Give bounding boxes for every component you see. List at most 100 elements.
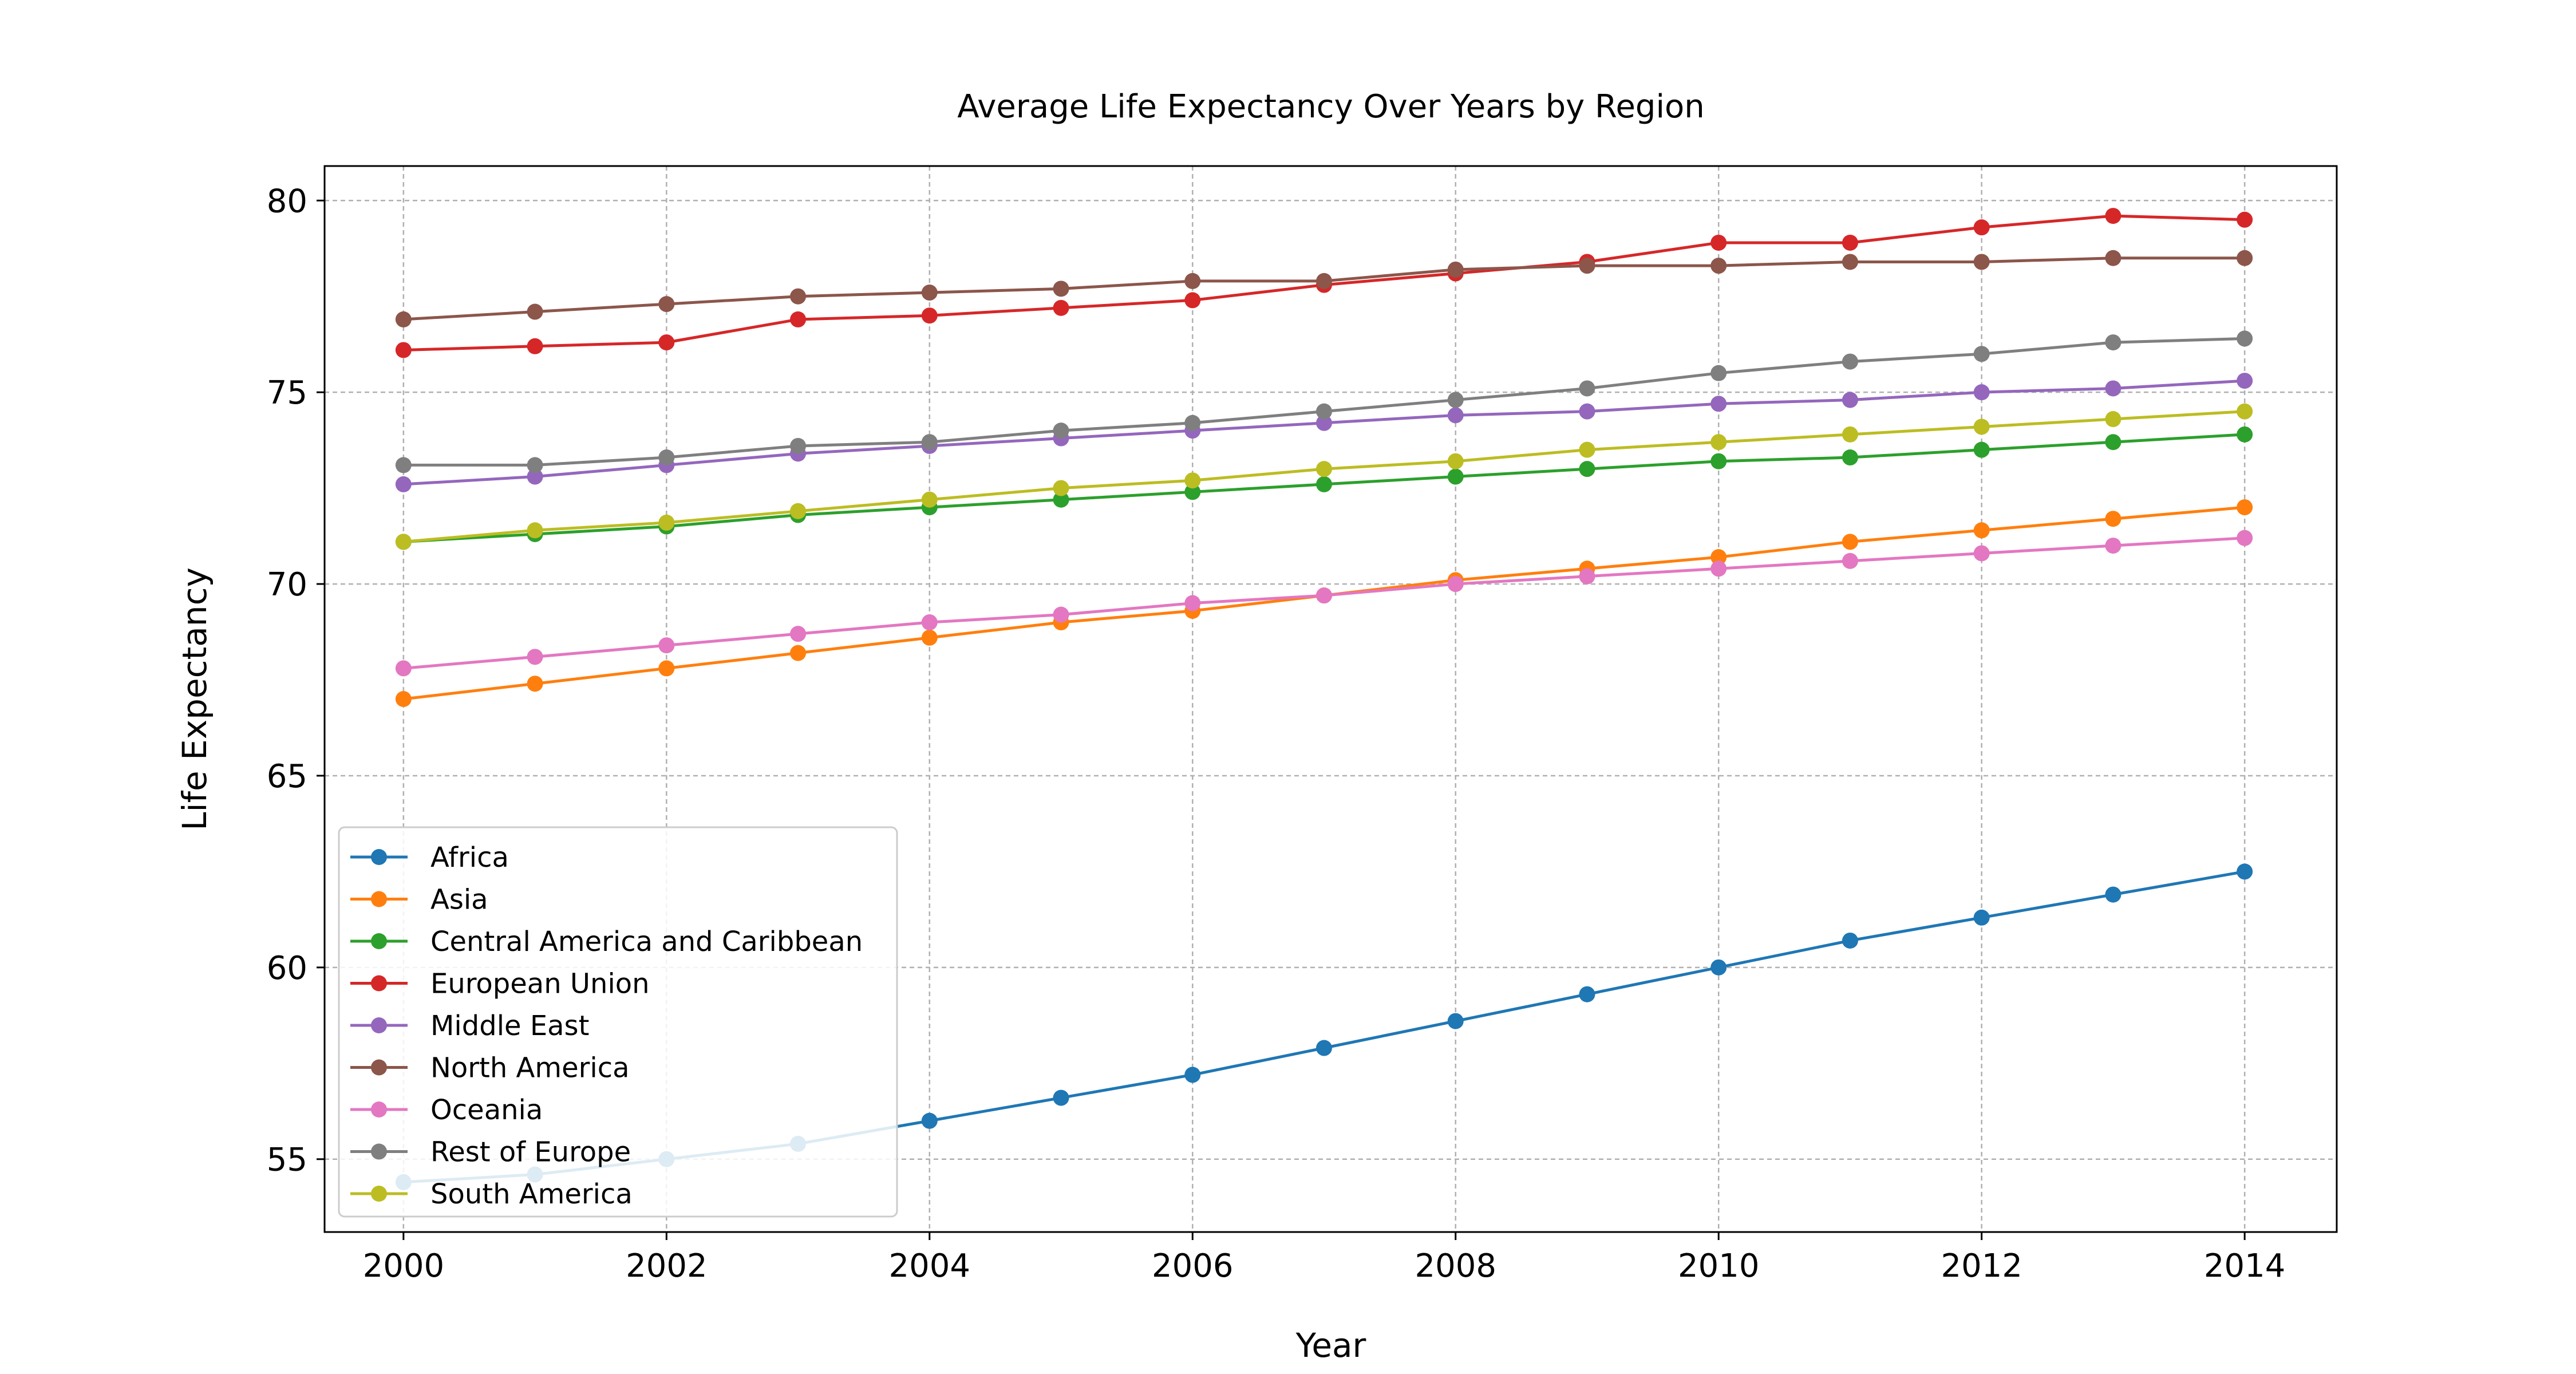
data-point [1973, 346, 1990, 362]
data-point [658, 296, 675, 313]
data-point [1842, 932, 1858, 949]
data-point [658, 514, 675, 531]
data-point [1316, 587, 1333, 604]
data-point [921, 614, 938, 631]
legend-item: North America [350, 1052, 630, 1084]
legend-swatch-marker [371, 849, 387, 865]
legend-item: Asia [350, 884, 488, 916]
data-point [1579, 403, 1595, 420]
legend-label: Middle East [430, 1010, 589, 1042]
data-point [1579, 258, 1595, 274]
data-point [1579, 986, 1595, 1002]
data-point [921, 307, 938, 324]
data-point [1710, 234, 1727, 251]
legend-label: Oceania [430, 1094, 543, 1126]
data-point [658, 660, 675, 677]
chart-title: Average Life Expectancy Over Years by Re… [957, 88, 1705, 125]
data-point [1447, 453, 1464, 469]
data-point [395, 457, 412, 473]
x-tick-label: 2012 [1941, 1247, 2022, 1285]
legend-item: Middle East [350, 1010, 589, 1042]
legend-label: Africa [430, 842, 509, 874]
data-point [1973, 219, 1990, 236]
series-north-america [395, 250, 2253, 327]
data-point [527, 338, 543, 354]
data-point [1316, 273, 1333, 289]
data-point [790, 645, 807, 661]
data-point [921, 285, 938, 301]
data-point [2237, 250, 2253, 266]
data-point [1710, 959, 1727, 976]
data-point [658, 449, 675, 466]
data-point [2237, 373, 2253, 389]
data-point [1842, 254, 1858, 270]
data-point [1710, 396, 1727, 412]
series-lines [395, 208, 2253, 1190]
data-point [1973, 418, 1990, 435]
data-point [1053, 1089, 1069, 1106]
legend-label: Asia [430, 884, 488, 916]
legend-item: South America [350, 1178, 633, 1210]
y-tick-label: 70 [267, 566, 307, 603]
data-point [2105, 380, 2121, 397]
data-point [1710, 549, 1727, 566]
legend-item: Oceania [350, 1094, 543, 1126]
data-point [1842, 449, 1858, 466]
x-axis-label: Year [1295, 1326, 1366, 1365]
data-point [1184, 1067, 1201, 1083]
data-point [1184, 273, 1201, 289]
data-point [395, 691, 412, 707]
data-point [2237, 330, 2253, 347]
legend: Africa Asia Central America and Caribbean E… [338, 826, 898, 1218]
legend-label: North America [430, 1052, 630, 1084]
data-point [2237, 403, 2253, 420]
data-point [1842, 234, 1858, 251]
data-point [1184, 484, 1201, 500]
data-point [2237, 211, 2253, 228]
data-point [1710, 365, 1727, 381]
series-line [403, 337, 2245, 467]
data-point [2105, 538, 2121, 554]
data-point [527, 676, 543, 692]
data-point [395, 534, 412, 550]
data-point [1053, 299, 1069, 316]
data-point [1842, 353, 1858, 370]
data-point [1053, 606, 1069, 623]
data-point [1973, 441, 1990, 458]
data-point [1184, 595, 1201, 611]
data-point [395, 342, 412, 358]
data-point [1053, 423, 1069, 439]
data-point [921, 1112, 938, 1129]
data-point [2105, 411, 2121, 428]
legend-swatch-marker [371, 1143, 387, 1160]
series-oceania [395, 530, 2253, 677]
data-point [1973, 384, 1990, 401]
data-point [527, 303, 543, 320]
data-point [2237, 499, 2253, 516]
data-point [2105, 886, 2121, 903]
data-point [2237, 530, 2253, 546]
data-point [2105, 208, 2121, 224]
data-point [1973, 545, 1990, 562]
y-tick-label: 55 [267, 1142, 307, 1179]
data-point [1316, 403, 1333, 420]
data-point [1579, 441, 1595, 458]
data-point [527, 522, 543, 539]
legend-swatch-marker [371, 1017, 387, 1033]
legend-label: Rest of Europe [430, 1136, 631, 1168]
data-point [1710, 434, 1727, 451]
data-point [1316, 414, 1333, 431]
legend-swatch-marker [371, 1186, 387, 1202]
data-point [1316, 476, 1333, 492]
data-point [1710, 453, 1727, 469]
legend-box [338, 826, 898, 1218]
data-point [1316, 1040, 1333, 1056]
data-point [1447, 576, 1464, 593]
legend-label: European Union [430, 968, 650, 1000]
data-point [1447, 468, 1464, 485]
data-point [527, 649, 543, 665]
data-point [1710, 258, 1727, 274]
legend-swatch-marker [371, 1059, 387, 1076]
data-point [1973, 909, 1990, 926]
